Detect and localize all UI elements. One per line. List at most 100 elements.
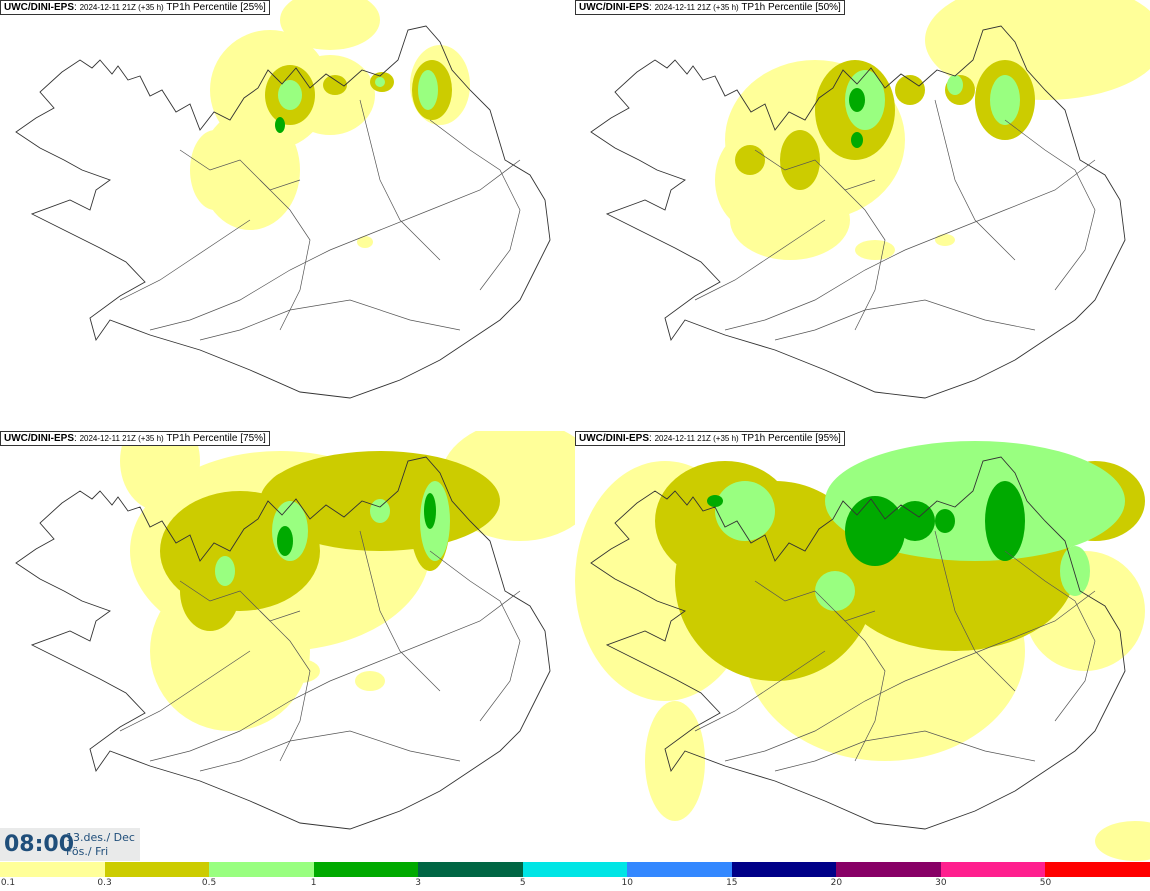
- precip-area: [845, 496, 905, 566]
- road-line: [259, 179, 311, 331]
- road-line: [834, 179, 886, 331]
- precip-map: [15, 431, 575, 830]
- panel-title: UWC/DINI-EPS: 2024-12-11 21Z (+35 h) TP1…: [575, 0, 845, 15]
- legend-swatch: [418, 862, 523, 877]
- valid-date-line1: 13.des./ Dec: [66, 831, 135, 844]
- road-line: [429, 119, 521, 291]
- precip-map: [590, 0, 1150, 399]
- legend-swatch: [940, 862, 1046, 877]
- road-line: [199, 299, 461, 341]
- coastline: [590, 456, 1126, 830]
- precip-area: [735, 145, 765, 175]
- precip-area: [424, 493, 436, 529]
- precip-area: [370, 499, 390, 523]
- precip-area: [418, 70, 438, 110]
- legend-swatch: [522, 862, 628, 877]
- legend-label: 50: [1039, 878, 1052, 888]
- precip-area: [277, 526, 293, 556]
- road-line: [149, 159, 521, 331]
- precip-area: [707, 495, 723, 507]
- legend-label: 20: [830, 878, 843, 888]
- precip-area: [815, 571, 855, 611]
- legend-label: 1: [310, 878, 317, 888]
- road-line: [754, 149, 876, 191]
- road-line: [199, 730, 461, 772]
- map-panel-p25: UWC/DINI-EPS: 2024-12-11 21Z (+35 h) TP1…: [0, 0, 575, 430]
- road-line: [694, 219, 826, 301]
- precip-area: [280, 0, 380, 50]
- precip-map: [575, 441, 1150, 861]
- precip-area: [935, 509, 955, 533]
- valid-time: 08:00: [4, 832, 75, 857]
- precip-area: [278, 80, 302, 110]
- legend-swatch: [209, 862, 314, 877]
- precip-area: [990, 75, 1020, 125]
- legend-label: 10: [621, 878, 633, 888]
- road-line: [259, 610, 311, 762]
- legend-swatch: [836, 862, 941, 877]
- road-line: [834, 610, 886, 762]
- legend-swatch: [1045, 862, 1150, 877]
- precip-area: [851, 132, 863, 148]
- precip-area: [985, 481, 1025, 561]
- precip-area: [780, 130, 820, 190]
- precip-area: [357, 236, 373, 248]
- legend-label: 15: [726, 878, 738, 888]
- legend-label: 0.5: [201, 878, 217, 888]
- road-line: [429, 550, 521, 722]
- road-line: [694, 650, 826, 732]
- road-line: [1004, 119, 1096, 291]
- road-line: [359, 99, 441, 261]
- precip-area: [925, 0, 1150, 100]
- map-panel-p50: UWC/DINI-EPS: 2024-12-11 21Z (+35 h) TP1…: [575, 0, 1150, 430]
- precip-map: [15, 0, 551, 399]
- map-panel-p95: UWC/DINI-EPS: 2024-12-11 21Z (+35 h) TP1…: [575, 431, 1150, 861]
- legend-label: 30: [935, 878, 947, 888]
- map-panel-p75: UWC/DINI-EPS: 2024-12-11 21Z (+35 h) TP1…: [0, 431, 575, 861]
- road-line: [724, 159, 1096, 331]
- legend-swatch: [313, 862, 419, 877]
- road-line: [934, 530, 1016, 692]
- legend-swatch: [104, 862, 210, 877]
- legend-label: 0.3: [97, 878, 112, 888]
- precip-area: [1095, 821, 1150, 861]
- precip-area: [120, 431, 200, 511]
- road-line: [774, 299, 1036, 341]
- legend-swatch: [731, 862, 837, 877]
- legend-label: 5: [519, 878, 526, 888]
- precip-area: [947, 75, 963, 95]
- precip-area: [855, 240, 895, 260]
- road-line: [119, 219, 251, 301]
- precip-area: [215, 556, 235, 586]
- precip-area: [895, 501, 935, 541]
- precip-area: [730, 180, 850, 260]
- road-line: [774, 730, 1036, 772]
- legend-label: 3: [415, 878, 422, 888]
- precip-area: [895, 75, 925, 105]
- road-line: [934, 99, 1016, 261]
- precip-area: [420, 481, 450, 561]
- legend-label: 0.1: [0, 878, 16, 888]
- coastline: [15, 456, 551, 830]
- precip-area: [935, 234, 955, 246]
- legend-bar: [0, 862, 1150, 877]
- legend-swatch: [0, 862, 105, 877]
- color-legend: 0.1 0.3 0.5 1 3 5 10 15 20 30 50: [0, 862, 1150, 891]
- road-line: [1004, 550, 1096, 722]
- panel-title: UWC/DINI-EPS: 2024-12-11 21Z (+35 h) TP1…: [575, 431, 845, 446]
- road-line: [754, 580, 876, 622]
- coastline: [15, 25, 551, 399]
- precip-area: [280, 659, 320, 683]
- legend-swatch: [627, 862, 732, 877]
- panel-title: UWC/DINI-EPS: 2024-12-11 21Z (+35 h) TP1…: [0, 431, 270, 446]
- panel-title: UWC/DINI-EPS: 2024-12-11 21Z (+35 h) TP1…: [0, 0, 270, 15]
- road-line: [359, 530, 441, 692]
- precip-area: [355, 671, 385, 691]
- precip-area: [375, 77, 385, 87]
- precip-area: [1060, 546, 1090, 596]
- road-line: [724, 590, 1096, 762]
- valid-date-line2: Fös./ Fri: [66, 845, 109, 858]
- valid-date: 13.des./ Dec Fös./ Fri: [66, 831, 135, 859]
- valid-time-box: 08:00 13.des./ Dec Fös./ Fri: [0, 828, 140, 861]
- precip-area: [645, 701, 705, 821]
